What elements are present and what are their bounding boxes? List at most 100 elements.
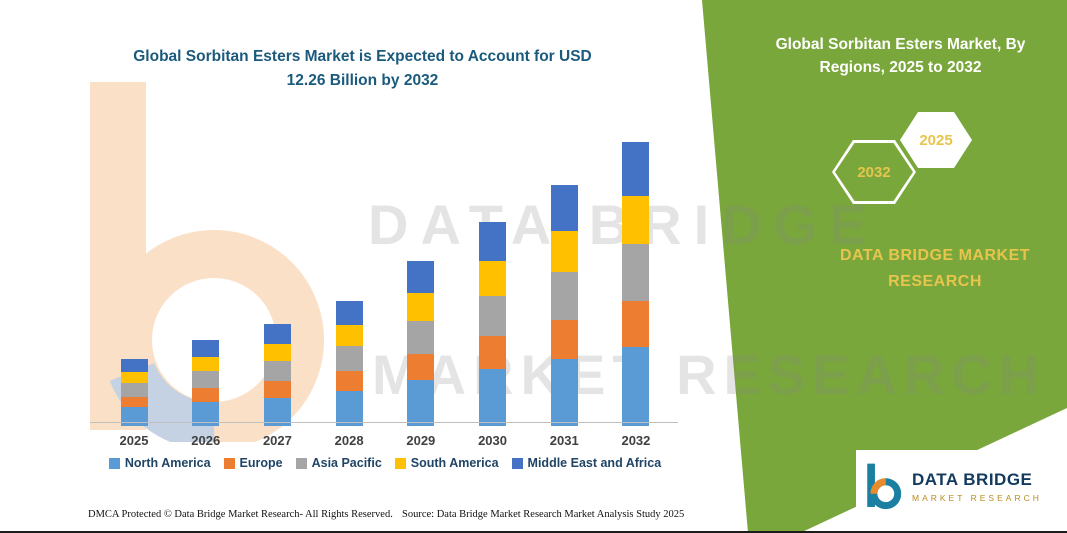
logo-subtitle: MARKET RESEARCH <box>912 492 1042 503</box>
bar-segment <box>192 356 220 372</box>
bar-segment <box>335 324 363 347</box>
bar-stack <box>550 185 578 426</box>
bar-segment <box>263 381 291 398</box>
bar-segment <box>407 379 435 426</box>
legend-item: South America <box>394 456 499 470</box>
bar-segment <box>550 358 578 426</box>
legend-item: Europe <box>223 456 283 470</box>
bar-column-2030: 2030 <box>478 132 507 448</box>
bar-segment <box>120 371 148 384</box>
x-axis-label: 2031 <box>549 433 579 448</box>
bar-segment <box>192 388 220 402</box>
bar-column-2029: 2029 <box>406 132 436 448</box>
bar-segment <box>192 340 220 357</box>
panel-heading-line-2: Regions, 2025 to 2032 <box>819 59 982 77</box>
stacked-bar-chart: 2025 2026 2027 2028 2029 2030 2031 2032 <box>120 132 650 448</box>
legend-label: Middle East and Africa <box>527 456 662 470</box>
data-bridge-logo-icon <box>867 463 902 510</box>
bar-segment <box>263 360 291 382</box>
bar-segment <box>407 261 435 293</box>
bar-segment <box>335 346 363 372</box>
bar-column-2028: 2028 <box>335 132 364 448</box>
x-axis-label: 2032 <box>621 433 651 448</box>
legend-item: Middle East and Africa <box>511 456 662 470</box>
bar-segment <box>479 369 507 426</box>
bar-segment <box>335 371 363 391</box>
chart-title-line-2: 12.26 Billion by 2032 <box>286 72 439 90</box>
bar-segment <box>622 346 650 426</box>
chart-title-line-1: Global Sorbitan Esters Market is Expecte… <box>133 48 592 65</box>
legend-swatch <box>394 457 406 469</box>
bar-segment <box>120 407 148 426</box>
bar-stack <box>120 359 148 426</box>
bar-segment <box>120 396 148 408</box>
bar-segment <box>407 292 435 321</box>
bar-column-2027: 2027 <box>262 132 292 448</box>
bar-segment <box>263 397 291 426</box>
legend-swatch <box>511 457 523 469</box>
bar-column-2025: 2025 <box>120 132 148 448</box>
legend-label: Europe <box>239 456 283 470</box>
bar-segment <box>479 222 507 261</box>
bar-segment <box>335 300 363 325</box>
company-logo: DATA BRIDGE MARKET RESEARCH <box>856 450 1061 522</box>
bar-segment <box>550 320 578 359</box>
green-panel-shape <box>702 0 1067 533</box>
bar-segment <box>479 260 507 296</box>
bar-stack <box>407 261 435 426</box>
footer-source-text: Source: Data Bridge Market Research Mark… <box>402 509 685 520</box>
brand-text-line-2: RESEARCH <box>888 273 982 291</box>
legend-label: Asia Pacific <box>311 456 382 470</box>
bar-segment <box>622 301 650 347</box>
bar-segment <box>550 230 578 272</box>
bar-segment <box>479 336 507 369</box>
legend-swatch <box>108 457 120 469</box>
bar-segment <box>622 196 650 245</box>
x-axis-label: 2030 <box>478 433 507 448</box>
bar-column-2032: 2032 <box>621 132 651 448</box>
hexagon-badge-2032: 2032 <box>832 140 916 204</box>
bar-segment <box>192 401 220 426</box>
legend-label: North America <box>124 456 211 470</box>
x-axis-label: 2027 <box>262 433 292 448</box>
bar-segment <box>192 371 220 389</box>
logo-name: DATA BRIDGE <box>912 469 1033 489</box>
bar-stack <box>622 141 650 426</box>
chart-title: Global Sorbitan Esters Market is Expecte… <box>110 45 615 93</box>
bar-segment <box>263 343 291 361</box>
bar-segment <box>407 353 435 380</box>
brand-text-line-1: DATA BRIDGE MARKET <box>839 247 1031 264</box>
bar-stack <box>335 300 363 426</box>
bar-stack <box>192 340 220 426</box>
bar-segment <box>120 359 148 372</box>
bar-segment <box>263 324 291 344</box>
hexagon-2025-label: 2025 <box>903 115 969 165</box>
x-axis-line <box>90 422 678 423</box>
bar-segment <box>550 271 578 321</box>
brand-text: DATA BRIDGE MARKET RESEARCH <box>795 243 1067 296</box>
bar-segment <box>622 244 650 302</box>
bar-segment <box>550 185 578 231</box>
x-axis-label: 2025 <box>119 433 149 448</box>
legend-swatch <box>295 457 307 469</box>
logo-text-block: DATA BRIDGE MARKET RESEARCH <box>912 470 1042 503</box>
bar-segment <box>479 295 507 337</box>
bottom-border-line <box>0 531 1067 533</box>
bar-segment <box>407 320 435 354</box>
panel-heading: Global Sorbitan Esters Market, By Region… <box>748 33 1053 80</box>
bar-segment <box>120 383 148 397</box>
legend-swatch <box>223 457 235 469</box>
watermark-line-1: DATA BRIDGE <box>368 193 879 256</box>
bar-segment <box>335 391 363 426</box>
legend: North America Europe Asia Pacific South Ame… <box>85 456 685 470</box>
legend-item: North America <box>108 456 211 470</box>
bar-column-2031: 2031 <box>549 132 579 448</box>
legend-label: South America <box>410 456 499 470</box>
x-axis-label: 2026 <box>191 433 221 448</box>
x-axis-label: 2029 <box>406 433 436 448</box>
panel-heading-line-1: Global Sorbitan Esters Market, By <box>775 36 1026 53</box>
bar-stack <box>479 222 507 426</box>
bar-segment <box>622 141 650 197</box>
footer-dmca-text: DMCA Protected © Data Bridge Market Rese… <box>88 509 393 520</box>
